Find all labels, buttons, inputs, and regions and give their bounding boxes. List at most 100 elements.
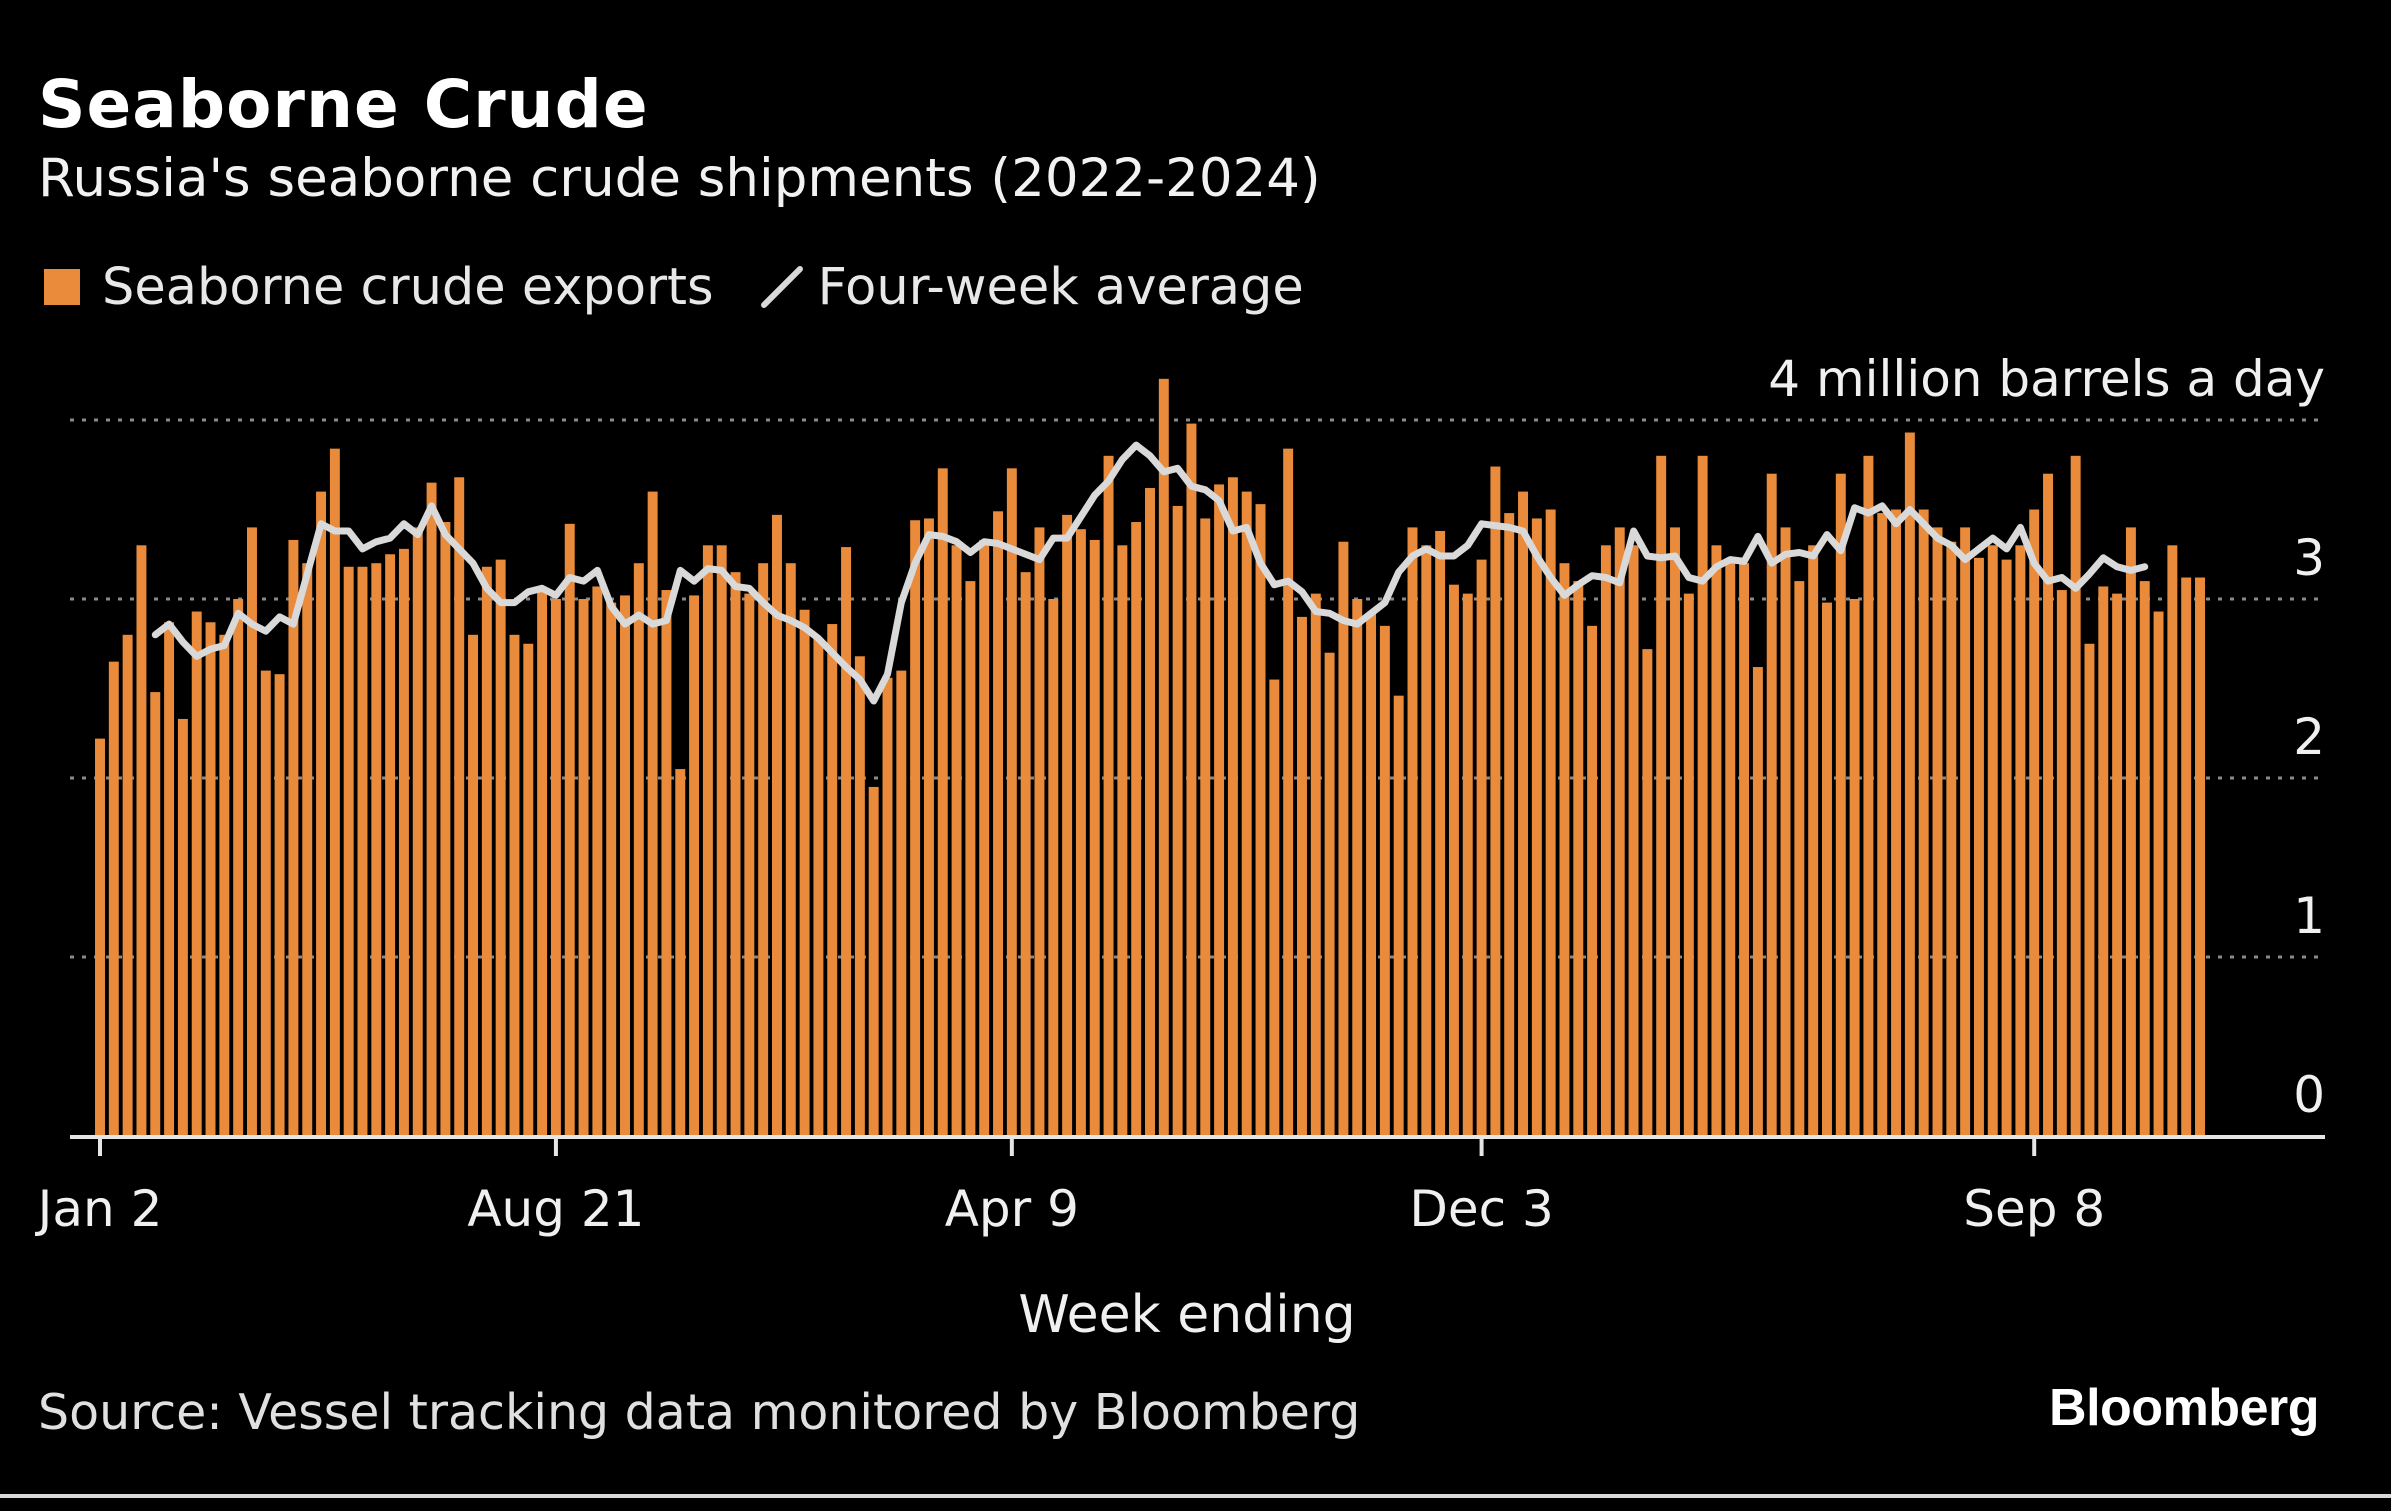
bar — [578, 599, 589, 1136]
bar — [1158, 378, 1169, 1137]
bar — [2153, 611, 2164, 1136]
bar — [1739, 563, 1750, 1136]
y-tick-label: 4 million barrels a day — [1768, 350, 2325, 408]
bar — [343, 566, 354, 1136]
bar — [592, 586, 603, 1136]
bar — [523, 643, 534, 1136]
bar — [937, 468, 948, 1137]
legend-item-exports: Seaborne crude exports — [44, 258, 714, 317]
bar — [1421, 545, 1432, 1136]
bar — [772, 514, 782, 1136]
bar — [910, 520, 921, 1136]
bar — [1932, 527, 1943, 1136]
y-tick-label: 2 — [2293, 708, 2325, 766]
bloomberg-logo: Bloomberg — [2049, 1379, 2319, 1437]
bar — [620, 595, 630, 1136]
bar — [716, 545, 727, 1136]
bar — [799, 609, 810, 1136]
bar — [1269, 679, 1280, 1136]
bar — [1683, 593, 1694, 1136]
bar — [1891, 509, 1902, 1136]
bar — [1614, 527, 1625, 1136]
bar — [1352, 599, 1363, 1136]
bar — [993, 511, 1003, 1136]
bar — [1048, 599, 1059, 1136]
bar — [785, 563, 796, 1136]
bar — [537, 591, 548, 1136]
bar — [1973, 557, 1984, 1136]
x-tick-label: Apr 9 — [945, 1180, 1079, 1238]
source-note: Source: Vessel tracking data monitored b… — [38, 1384, 1361, 1441]
bar — [2098, 586, 2109, 1136]
legend-label-exports: Seaborne crude exports — [102, 257, 714, 317]
chart-subtitle: Russia's seaborne crude shipments (2022-… — [38, 148, 1321, 209]
bar — [274, 674, 285, 1136]
legend-item-average: Four-week average — [714, 258, 1304, 317]
bar — [1366, 613, 1377, 1136]
bar — [868, 786, 879, 1136]
bar — [1200, 518, 1211, 1136]
bar — [827, 624, 838, 1136]
bar — [1559, 563, 1570, 1136]
bar — [509, 634, 520, 1136]
bar — [2029, 509, 2040, 1136]
bar — [1918, 509, 1929, 1136]
bar — [1642, 649, 1653, 1136]
bar — [481, 566, 492, 1136]
bar — [2112, 593, 2123, 1136]
bar — [1849, 599, 1860, 1136]
bar — [1545, 509, 1556, 1136]
bar — [1462, 593, 1473, 1136]
y-tick-label: 1 — [2293, 887, 2325, 945]
y-tick-label: 3 — [2293, 529, 2325, 587]
bar — [1711, 545, 1722, 1136]
bar — [1435, 530, 1446, 1136]
bar — [260, 670, 271, 1136]
bar — [758, 563, 769, 1136]
bar — [219, 634, 230, 1136]
bar — [329, 448, 340, 1136]
bar — [882, 677, 893, 1136]
four-week-average-line — [151, 441, 2149, 705]
bar — [1338, 541, 1349, 1136]
bar — [2125, 527, 2136, 1136]
bar — [564, 523, 575, 1136]
bar — [177, 718, 188, 1136]
bar — [1379, 625, 1390, 1136]
bar — [302, 563, 313, 1136]
bar — [1490, 466, 1501, 1136]
y-tick-label: 0 — [2293, 1066, 2325, 1124]
bar — [1780, 527, 1791, 1136]
bar — [730, 572, 741, 1136]
chart-title: Seaborne Crude — [38, 66, 649, 143]
bar — [1628, 545, 1639, 1136]
bar — [316, 491, 327, 1137]
bar — [1186, 423, 1197, 1137]
bar — [1075, 529, 1086, 1136]
bar — [468, 634, 478, 1136]
bar — [744, 593, 755, 1136]
bar — [1020, 572, 1031, 1136]
bar — [1476, 559, 1487, 1136]
bar — [288, 539, 299, 1136]
bar — [1518, 491, 1528, 1137]
bar — [1835, 473, 1846, 1136]
bar — [702, 545, 713, 1136]
bar — [1448, 584, 1459, 1136]
bar — [1227, 477, 1238, 1136]
bar — [1324, 652, 1335, 1136]
bar — [1172, 505, 1183, 1136]
bar — [1255, 504, 1266, 1136]
bar — [1600, 545, 1611, 1136]
line-swatch-icon — [760, 266, 803, 308]
bar — [979, 539, 990, 1136]
x-tick-label: Jan 2 — [35, 1180, 163, 1238]
bar — [164, 622, 175, 1136]
x-tick-label: Dec 3 — [1409, 1180, 1553, 1238]
bar — [1504, 513, 1515, 1136]
bar — [841, 547, 852, 1136]
bar — [205, 622, 216, 1136]
bar — [440, 522, 451, 1136]
bar — [2015, 545, 2026, 1136]
